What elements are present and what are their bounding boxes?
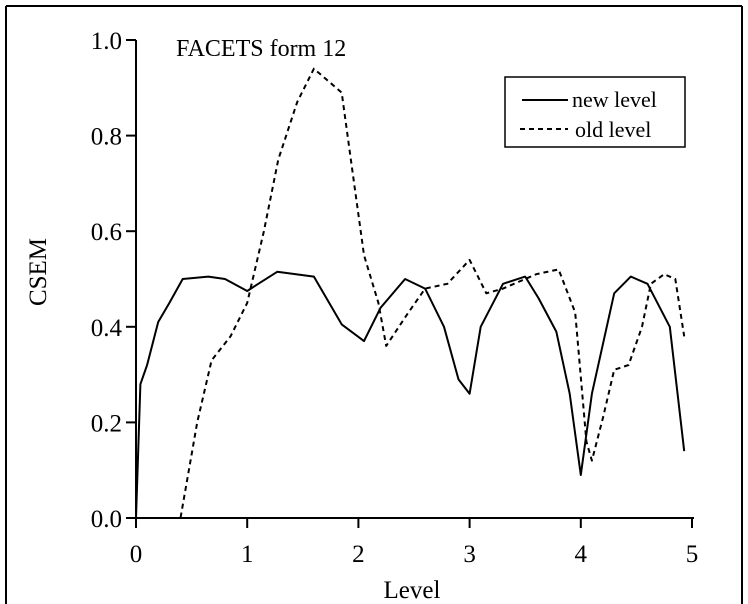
y-axis-label: CSEM: [25, 238, 52, 306]
y-tick-label: 0.4: [91, 315, 123, 342]
y-tick-label: 0.6: [91, 219, 122, 246]
legend-box: [504, 76, 686, 148]
x-tick-label: 1: [241, 541, 254, 568]
y-tick-label: 0.2: [91, 410, 122, 437]
y-tick-label: 0.8: [91, 124, 122, 151]
x-tick-label: 3: [463, 541, 476, 568]
x-tick-label: 2: [352, 541, 365, 568]
x-tick-label: 5: [686, 541, 699, 568]
chart-title: FACETS form 12: [176, 36, 346, 62]
series-new-level-line: [135, 270, 686, 519]
legend-label-old-level: old level: [575, 117, 651, 142]
x-tick-label: 4: [575, 541, 588, 568]
legend-label-new-level: new level: [572, 87, 657, 112]
axis-ticks: 0 1 2 3 4 5 0.0 0.2 0.4 0.6 0.8 1.0: [91, 28, 699, 568]
y-tick-label: 0.0: [91, 506, 122, 533]
series-layer: [135, 67, 686, 519]
series-old-level-line: [136, 67, 686, 519]
legend: new level old level: [504, 76, 686, 148]
x-tick-label: 0: [130, 541, 143, 568]
x-axis-label: Level: [384, 577, 441, 604]
y-tick-label: 1.0: [91, 28, 122, 55]
